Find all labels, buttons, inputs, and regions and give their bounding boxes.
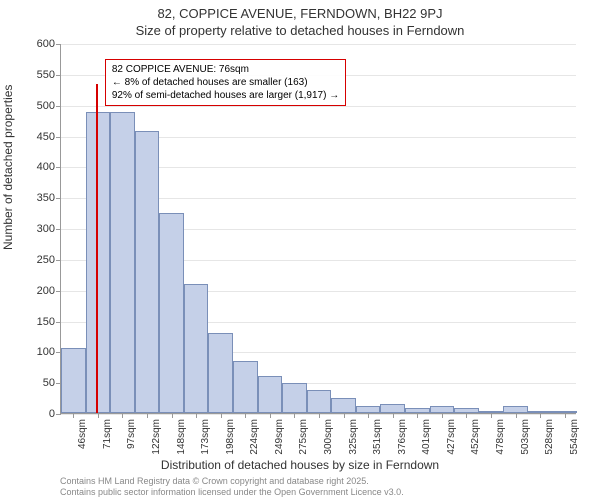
histogram-bar xyxy=(135,131,160,413)
xtick-mark xyxy=(98,413,99,418)
ytick-label: 450 xyxy=(37,131,55,143)
xtick-label: 478sqm xyxy=(495,419,506,455)
chart-title-line2: Size of property relative to detached ho… xyxy=(0,21,600,38)
property-marker-line xyxy=(96,84,98,413)
histogram-bar xyxy=(184,284,209,414)
xtick-label: 122sqm xyxy=(151,419,162,455)
histogram-bar xyxy=(356,406,381,413)
xtick-mark xyxy=(270,413,271,418)
xtick-label: 97sqm xyxy=(126,419,137,449)
ytick-label: 500 xyxy=(37,100,55,112)
annotation-box: 82 COPPICE AVENUE: 76sqm← 8% of detached… xyxy=(105,59,346,106)
xtick-mark xyxy=(122,413,123,418)
xtick-label: 401sqm xyxy=(421,419,432,455)
histogram-bar xyxy=(110,112,135,413)
xtick-label: 351sqm xyxy=(372,419,383,455)
xtick-mark xyxy=(319,413,320,418)
histogram-bar xyxy=(282,383,307,413)
xtick-label: 198sqm xyxy=(225,419,236,455)
xtick-label: 46sqm xyxy=(77,419,88,449)
xtick-mark xyxy=(417,413,418,418)
xtick-mark xyxy=(516,413,517,418)
xtick-mark xyxy=(540,413,541,418)
ytick-label: 250 xyxy=(37,254,55,266)
ytick-mark xyxy=(56,44,61,45)
xtick-label: 528sqm xyxy=(544,419,555,455)
xtick-mark xyxy=(565,413,566,418)
ytick-label: 100 xyxy=(37,346,55,358)
histogram-bar xyxy=(503,406,528,413)
chart-plot-area: 05010015020025030035040045050055060046sq… xyxy=(60,44,576,414)
ytick-mark xyxy=(56,291,61,292)
xtick-label: 503sqm xyxy=(520,419,531,455)
ytick-mark xyxy=(56,322,61,323)
ytick-label: 550 xyxy=(37,69,55,81)
histogram-bar xyxy=(331,398,356,413)
xtick-mark xyxy=(393,413,394,418)
histogram-bar xyxy=(380,404,405,413)
xtick-label: 173sqm xyxy=(200,419,211,455)
xtick-label: 71sqm xyxy=(102,419,113,449)
annotation-line2: ← 8% of detached houses are smaller (163… xyxy=(112,76,339,89)
histogram-bar xyxy=(208,333,233,413)
xtick-mark xyxy=(245,413,246,418)
xtick-mark xyxy=(294,413,295,418)
xtick-mark xyxy=(172,413,173,418)
ytick-label: 200 xyxy=(37,285,55,297)
xtick-label: 300sqm xyxy=(323,419,334,455)
annotation-line3: 92% of semi-detached houses are larger (… xyxy=(112,89,339,102)
xtick-mark xyxy=(221,413,222,418)
ytick-mark xyxy=(56,198,61,199)
gridline xyxy=(61,44,576,45)
ytick-label: 350 xyxy=(37,192,55,204)
xtick-mark xyxy=(368,413,369,418)
ytick-mark xyxy=(56,229,61,230)
annotation-line1: 82 COPPICE AVENUE: 76sqm xyxy=(112,63,339,76)
ytick-label: 50 xyxy=(43,377,55,389)
footer-line2: Contains public sector information licen… xyxy=(60,487,404,498)
ytick-mark xyxy=(56,75,61,76)
histogram-bar xyxy=(307,390,332,413)
ytick-mark xyxy=(56,414,61,415)
histogram-bar xyxy=(61,348,86,413)
footer-line1: Contains HM Land Registry data © Crown c… xyxy=(60,476,404,487)
xtick-label: 249sqm xyxy=(274,419,285,455)
xtick-label: 224sqm xyxy=(249,419,260,455)
xtick-label: 452sqm xyxy=(470,419,481,455)
ytick-mark xyxy=(56,106,61,107)
plot-box: 05010015020025030035040045050055060046sq… xyxy=(60,44,576,414)
histogram-bar xyxy=(430,406,455,413)
ytick-mark xyxy=(56,167,61,168)
xtick-mark xyxy=(196,413,197,418)
xtick-mark xyxy=(491,413,492,418)
ytick-mark xyxy=(56,260,61,261)
ytick-label: 600 xyxy=(37,38,55,50)
ytick-label: 300 xyxy=(37,223,55,235)
xtick-label: 325sqm xyxy=(348,419,359,455)
xtick-label: 554sqm xyxy=(569,419,580,455)
y-axis-label: Number of detached properties xyxy=(1,85,15,250)
xtick-mark xyxy=(344,413,345,418)
xtick-label: 376sqm xyxy=(397,419,408,455)
xtick-label: 427sqm xyxy=(446,419,457,455)
xtick-mark xyxy=(73,413,74,418)
xtick-mark xyxy=(466,413,467,418)
ytick-label: 0 xyxy=(49,408,55,420)
x-axis-label: Distribution of detached houses by size … xyxy=(161,458,439,472)
ytick-mark xyxy=(56,137,61,138)
ytick-label: 400 xyxy=(37,161,55,173)
histogram-bar xyxy=(233,361,258,413)
xtick-mark xyxy=(442,413,443,418)
xtick-label: 148sqm xyxy=(176,419,187,455)
chart-title-line1: 82, COPPICE AVENUE, FERNDOWN, BH22 9PJ xyxy=(0,0,600,21)
xtick-mark xyxy=(147,413,148,418)
gridline xyxy=(61,106,576,107)
ytick-label: 150 xyxy=(37,316,55,328)
histogram-bar xyxy=(159,213,184,413)
xtick-label: 275sqm xyxy=(298,419,309,455)
chart-footer: Contains HM Land Registry data © Crown c… xyxy=(60,476,404,498)
histogram-bar xyxy=(258,376,283,413)
